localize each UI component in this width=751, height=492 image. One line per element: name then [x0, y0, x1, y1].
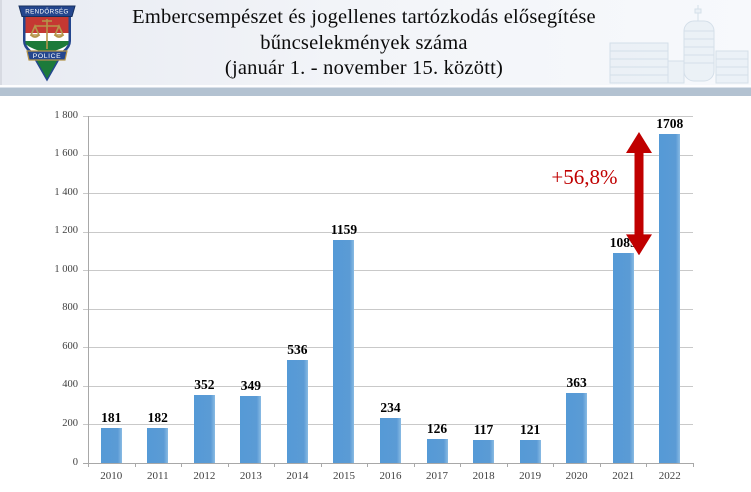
x-axis-tick — [88, 463, 89, 467]
slide-header: RENDŐRSÉG POLICE Embercsempészet és joge… — [0, 0, 751, 85]
bar-value-label: 181 — [101, 410, 122, 426]
bar-value-label: 182 — [147, 409, 168, 425]
scales-of-justice-icon — [29, 19, 65, 49]
x-axis-tick — [227, 463, 229, 467]
x-axis-category-label: 2012 — [193, 470, 216, 482]
bar — [333, 239, 355, 463]
logo-top-text: RENDŐRSÉG — [25, 9, 68, 16]
x-axis-category-label: 2013 — [239, 470, 262, 482]
x-axis-category-label: 2011 — [147, 470, 169, 482]
x-axis-tick — [599, 463, 601, 467]
x-axis-category-label: 2020 — [565, 470, 588, 482]
x-axis-tick — [553, 463, 555, 467]
divider-band — [0, 87, 751, 96]
y-gridline — [83, 154, 693, 156]
bar-value-label: 1159 — [330, 221, 358, 237]
x-axis-tick — [274, 463, 276, 467]
x-axis-tick — [506, 463, 508, 467]
bar-value-label: 117 — [473, 422, 494, 438]
y-gridline — [83, 270, 693, 272]
y-gridline — [83, 116, 693, 117]
title-line-2: bűncselekmények száma — [260, 31, 468, 54]
x-axis-category-label: 2016 — [379, 470, 402, 482]
y-gridline — [83, 347, 693, 349]
x-axis-tick — [134, 463, 136, 467]
logo-bottom-text: POLICE — [33, 53, 62, 60]
bar-value-label: 363 — [566, 375, 587, 391]
x-axis-tick — [693, 463, 694, 467]
x-axis-tick — [413, 463, 415, 467]
bar — [612, 253, 634, 463]
bar-chart: 0 200 400 600 800 1 000 1 200 1 400 1 600 1 800 18… — [0, 96, 751, 492]
x-axis-tick — [646, 463, 648, 467]
bar — [426, 438, 448, 463]
title-line-3: (január 1. - november 15. között) — [224, 57, 504, 79]
increase-arrow-icon — [626, 131, 653, 256]
percent-change-label: +56,8% — [551, 164, 618, 189]
bar — [193, 395, 215, 463]
y-gridline — [83, 308, 693, 310]
x-axis-category-label: 2014 — [286, 470, 309, 482]
x-axis-tick — [460, 463, 462, 467]
bar — [566, 393, 588, 463]
x-axis-tick — [181, 463, 183, 467]
bar — [240, 395, 262, 463]
bar — [286, 359, 308, 463]
bar — [473, 440, 495, 463]
x-axis-category-label: 2022 — [658, 470, 681, 482]
y-axis-tick-label: 400 — [62, 379, 78, 391]
header-gap — [0, 85, 751, 87]
x-axis-category-label: 2015 — [332, 470, 355, 482]
bar-value-label: 536 — [287, 341, 308, 357]
building-watermark-icon — [609, 5, 749, 84]
title-line-1: Embercsempészet és jogellenes tartózkodá… — [132, 6, 596, 28]
bar-value-label: 1708 — [656, 115, 684, 131]
y-gridline — [83, 193, 693, 195]
bar — [519, 439, 541, 463]
y-axis-tick-label: 1 400 — [54, 186, 78, 198]
bar — [380, 417, 401, 463]
bar — [100, 428, 122, 463]
bar-value-label: 126 — [426, 420, 448, 436]
y-gridline — [83, 385, 693, 387]
y-axis-tick-label: 600 — [62, 340, 78, 352]
y-axis-tick-label: 800 — [62, 302, 78, 314]
y-axis-tick-label: 1 600 — [54, 148, 78, 160]
bar-value-label: 349 — [240, 377, 261, 393]
y-axis-tick-label: 0 — [72, 456, 78, 468]
x-axis-category-label: 2017 — [426, 470, 449, 482]
x-axis-category-label: 2021 — [612, 470, 635, 482]
y-axis-line — [88, 116, 89, 463]
x-axis-tick — [320, 463, 322, 467]
x-axis-category-label: 2018 — [472, 470, 495, 482]
bar-value-label: 352 — [194, 377, 215, 393]
x-axis-category-label: 2010 — [100, 470, 123, 482]
y-axis-tick-label: 1 000 — [54, 263, 78, 275]
y-axis-tick-label: 1 200 — [54, 225, 78, 237]
x-axis-line — [83, 463, 693, 464]
bar-value-label: 234 — [380, 399, 401, 415]
bar — [659, 133, 681, 463]
bar-value-label: 121 — [519, 421, 541, 437]
bar — [147, 427, 169, 463]
slide-title: Embercsempészet és jogellenes tartózkodá… — [92, 5, 636, 82]
police-crest-icon: RENDŐRSÉG POLICE — [18, 5, 76, 82]
y-axis-tick-label: 1 800 — [54, 109, 78, 121]
y-axis-tick-label: 200 — [62, 417, 78, 429]
y-gridline — [83, 231, 693, 233]
x-axis-tick — [367, 463, 369, 467]
x-axis-category-label: 2019 — [519, 470, 542, 482]
